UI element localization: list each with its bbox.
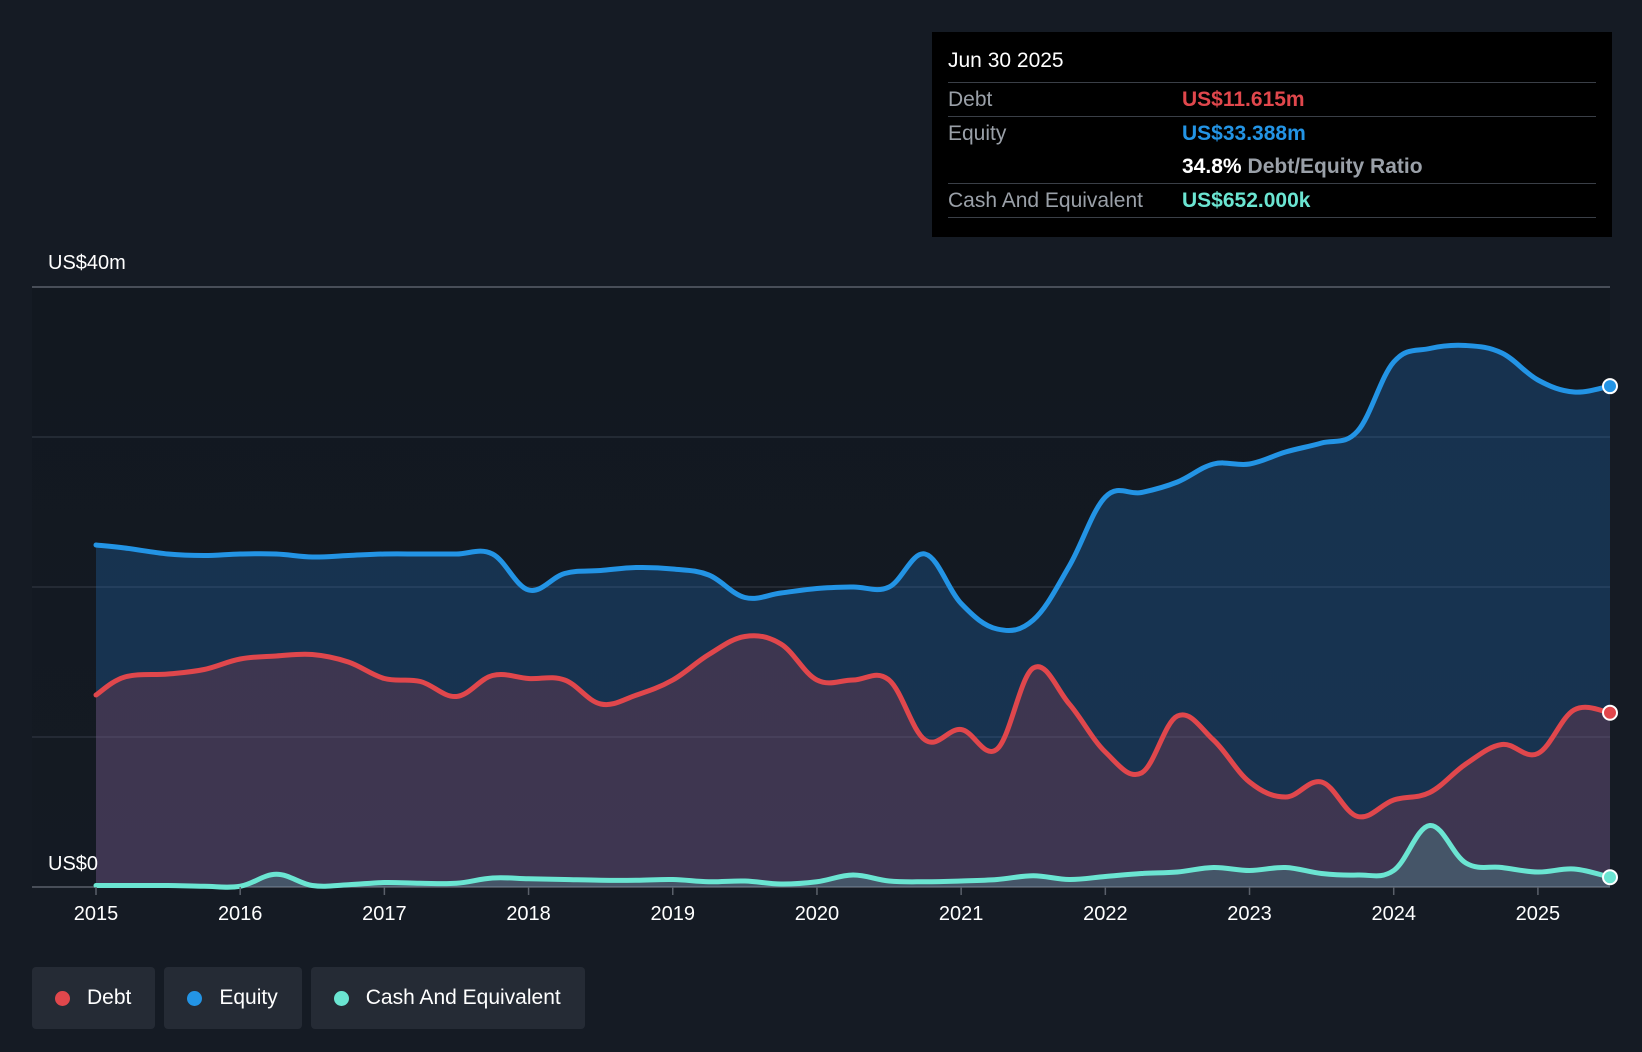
y-axis-min-label: US$0 bbox=[48, 853, 98, 875]
x-tick-label: 2019 bbox=[651, 903, 696, 925]
x-tick-label: 2018 bbox=[506, 903, 551, 925]
legend-item-equity[interactable]: Equity bbox=[164, 967, 302, 1029]
equity-line bbox=[93, 342, 1613, 633]
tooltip-date: Jun 30 2025 bbox=[948, 46, 1596, 83]
equity-dot-icon bbox=[187, 990, 203, 1006]
debt-area bbox=[96, 635, 1610, 887]
x-tick-label: 2017 bbox=[362, 903, 407, 925]
tooltip-equity-value: US$33.388m bbox=[1182, 121, 1306, 145]
equity-endpoint bbox=[1602, 378, 1618, 395]
x-tick-label: 2015 bbox=[74, 903, 119, 925]
cash-dot-icon bbox=[333, 990, 349, 1006]
equity-area bbox=[96, 345, 1610, 888]
chart-legend: Debt Equity Cash And Equivalent bbox=[32, 967, 585, 1029]
legend-label-equity: Equity bbox=[219, 986, 278, 1009]
tooltip-cash-row: Cash And Equivalent US$652.000k bbox=[948, 184, 1596, 218]
tooltip-debt-label: Debt bbox=[948, 87, 993, 111]
debt-endpoint bbox=[1602, 704, 1618, 721]
tooltip-debt-value: US$11.615m bbox=[1182, 87, 1305, 111]
x-tick-label: 2024 bbox=[1371, 903, 1416, 925]
cash-and-equivalent-endpoint bbox=[1602, 869, 1618, 886]
cash-and-equivalent-area bbox=[96, 825, 1610, 888]
cash-and-equivalent-line bbox=[93, 823, 1613, 890]
legend-label-debt: Debt bbox=[87, 986, 132, 1009]
data-tooltip: Jun 30 2025 Debt US$11.615m Equity US$33… bbox=[932, 32, 1612, 237]
legend-item-cash[interactable]: Cash And Equivalent bbox=[310, 967, 585, 1029]
x-tick-label: 2025 bbox=[1516, 903, 1561, 925]
x-tick-label: 2023 bbox=[1227, 903, 1272, 925]
legend-item-debt[interactable]: Debt bbox=[32, 967, 156, 1029]
debt-line bbox=[93, 633, 1613, 820]
x-tick-label: 2020 bbox=[795, 903, 840, 925]
x-tick-label: 2022 bbox=[1083, 903, 1128, 925]
tooltip-ratio-row: 34.8% Debt/Equity Ratio bbox=[948, 150, 1596, 184]
tooltip-ratio-value: 34.8% bbox=[1182, 154, 1242, 178]
tooltip-equity-row: Equity US$33.388m bbox=[948, 117, 1596, 150]
legend-label-cash: Cash And Equivalent bbox=[365, 986, 561, 1009]
tooltip-ratio-label: Debt/Equity Ratio bbox=[1247, 154, 1423, 178]
x-tick-label: 2021 bbox=[939, 903, 984, 925]
y-axis-max-label: US$40m bbox=[48, 252, 126, 274]
tooltip-debt-row: Debt US$11.615m bbox=[948, 83, 1596, 117]
debt-dot-icon bbox=[55, 990, 70, 1006]
x-tick-label: 2016 bbox=[218, 903, 263, 925]
tooltip-equity-label: Equity bbox=[948, 121, 1007, 145]
tooltip-cash-label: Cash And Equivalent bbox=[948, 188, 1143, 212]
tooltip-cash-value: US$652.000k bbox=[1182, 188, 1311, 212]
